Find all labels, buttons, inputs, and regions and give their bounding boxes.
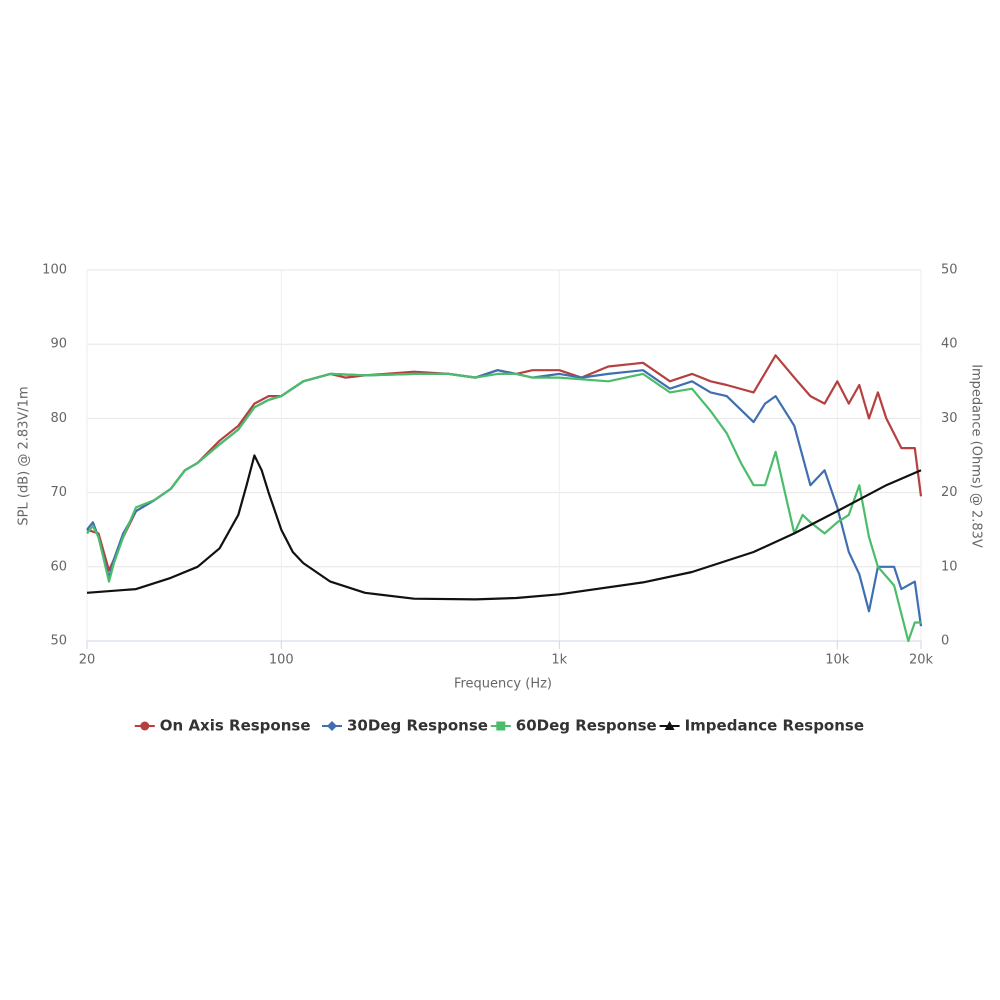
y-axis-title: SPL (dB) @ 2.83V/1m [17, 386, 32, 525]
legend-label: On Axis Response [160, 717, 311, 735]
series-line [86, 354, 923, 572]
x-tick-label: 1k [551, 653, 567, 668]
legend-label: 30Deg Response [347, 717, 488, 735]
x-tick-label: 100 [269, 653, 294, 668]
series-line [86, 454, 922, 601]
y2-tick-label: 50 [941, 263, 958, 278]
y-tick-label: 80 [50, 411, 67, 426]
series-line [86, 372, 921, 643]
x-tick-label: 20k [909, 653, 934, 668]
y-tick-label: 70 [50, 485, 67, 500]
y-tick-label: 50 [50, 634, 67, 649]
legend-marker [664, 721, 675, 730]
legend-marker [327, 721, 337, 731]
y2-tick-label: 10 [941, 559, 958, 574]
x-tick-label: 10k [825, 653, 850, 668]
y2-tick-label: 40 [941, 337, 958, 352]
x-tick-label: 20 [79, 653, 96, 668]
y-tick-label: 60 [50, 559, 67, 574]
y-tick-label: 90 [50, 337, 67, 352]
y2-tick-label: 0 [941, 634, 949, 649]
legend-label: Impedance Response [685, 717, 864, 735]
legend-marker [496, 721, 506, 731]
legend-marker [140, 721, 150, 731]
x-axis-title: Frequency (Hz) [454, 677, 552, 692]
y2-axis-title: Impedance (Ohms) @ 2.83V [969, 364, 984, 548]
legend-label: 60Deg Response [516, 717, 657, 735]
legend: On Axis Response 30Deg Response 60Deg Resp… [134, 717, 864, 735]
series-line [86, 369, 923, 627]
y-tick-label: 100 [42, 263, 67, 278]
y2-tick-label: 30 [941, 411, 958, 426]
y2-tick-label: 20 [941, 485, 958, 500]
